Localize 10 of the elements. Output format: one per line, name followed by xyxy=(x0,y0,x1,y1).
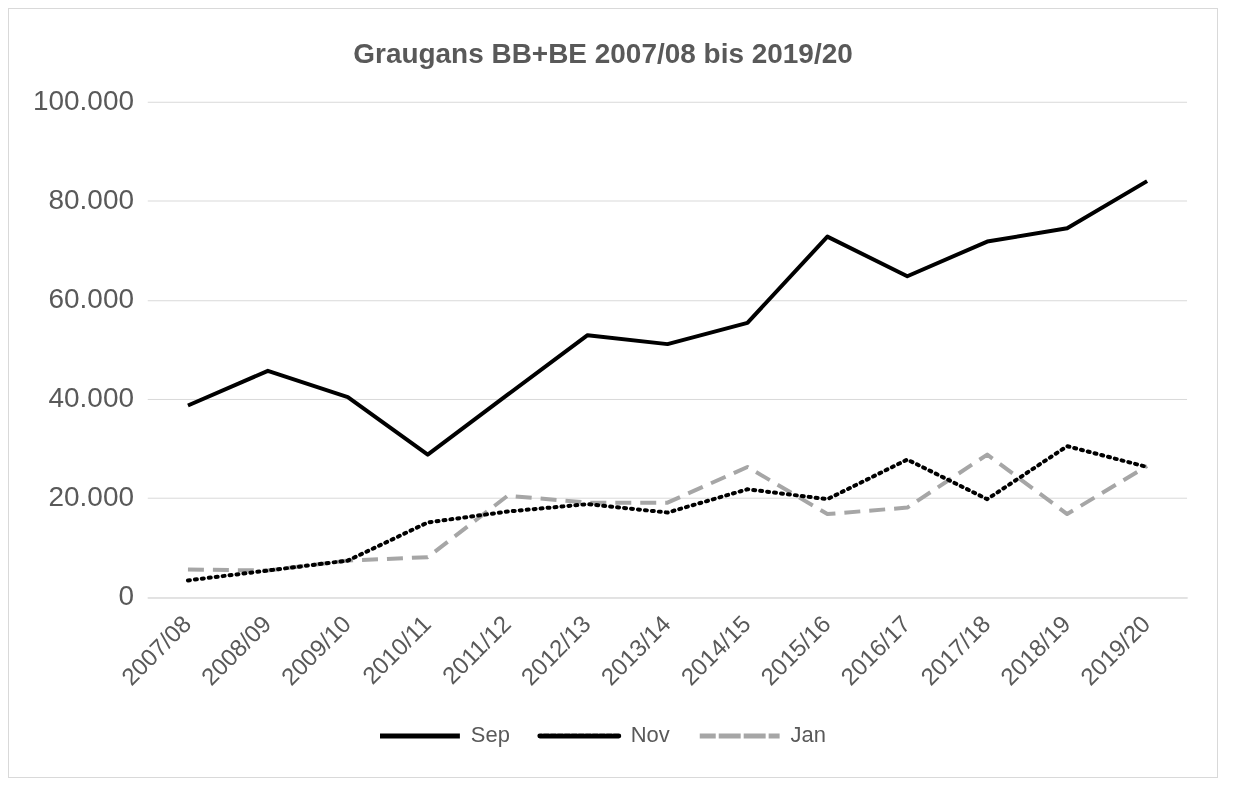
y-tick-label: 80.000 xyxy=(48,184,135,216)
chart-title: Graugans BB+BE 2007/08 bis 2019/20 xyxy=(353,38,853,70)
y-tick-label: 100.000 xyxy=(32,85,135,117)
y-tick-label: 40.000 xyxy=(48,382,135,414)
legend-label: Nov xyxy=(630,722,670,748)
y-tick-label: 60.000 xyxy=(48,283,135,315)
y-tick-label: 0 xyxy=(118,580,135,612)
legend-label: Jan xyxy=(790,722,826,748)
legend-label: Sep xyxy=(470,722,510,748)
y-tick-label: 20.000 xyxy=(48,481,135,513)
